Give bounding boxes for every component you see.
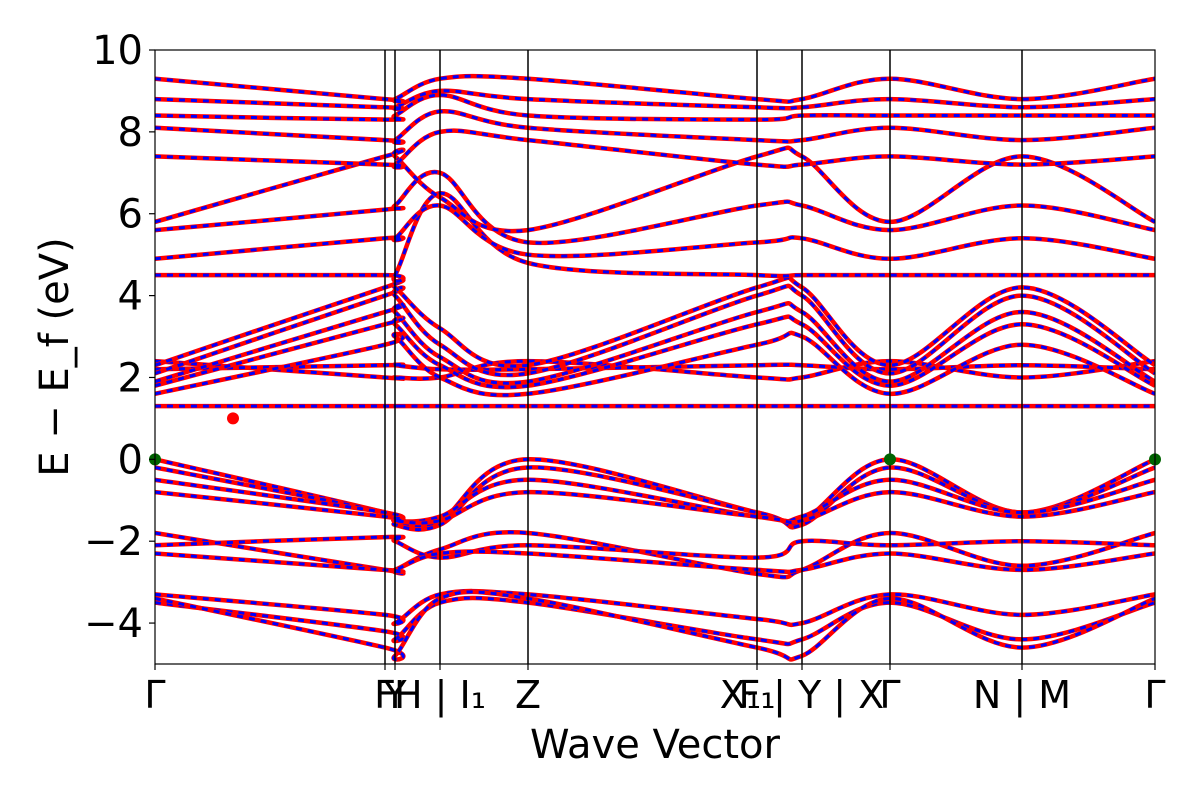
band-line-dashed-20 [155, 170, 1155, 245]
band-line-dashed-14 [155, 284, 1155, 377]
y-tick-label-3: 2 [118, 355, 143, 401]
y-axis-label: E − E_f (eV) [32, 237, 78, 476]
x-tick-label-3: H | I₁ [394, 673, 486, 718]
x-tick-label-9: Γ [1144, 673, 1165, 717]
y-tick-label-7: 10 [92, 28, 143, 74]
band-line-dashed-4 [155, 490, 1155, 525]
band-line-dashed-12 [155, 363, 1155, 372]
y-tick-label-0: −4 [84, 601, 143, 647]
y-tick-label-6: 8 [118, 110, 143, 156]
x-tick-label-0: Γ [144, 673, 165, 717]
band-line-3 [155, 477, 1155, 524]
y-tick-label-5: 6 [118, 192, 143, 238]
x-tick-label-6: X₁ | Y | X [720, 673, 884, 718]
y-axis-ticks: −4 −2 0 2 4 6 8 10 [84, 28, 155, 647]
band-line-dashed-6 [155, 535, 1155, 560]
band-line-dashed-8 [155, 589, 1155, 627]
band-line-dashed-26 [155, 74, 1155, 104]
band-line-dashed-9 [155, 596, 1155, 646]
band-line-9 [155, 595, 1155, 647]
x-axis-label: Wave Vector [530, 722, 781, 768]
plot-frame [154, 49, 1156, 665]
band-line-dashed-17 [155, 315, 1155, 389]
band-line-dashed-11 [155, 359, 1155, 382]
band-lines [155, 73, 1155, 662]
y-tick-label-2: 0 [118, 437, 143, 483]
band-edge-marker-3 [227, 412, 239, 425]
x-tick-label-1: F [374, 673, 396, 717]
x-tick-label-8: N | M [973, 673, 1071, 718]
band-line-dashed-24 [155, 93, 1155, 122]
band-line-19 [155, 203, 1155, 262]
y-tick-label-1: −2 [84, 519, 143, 565]
x-tick-label-4: Z [515, 673, 541, 717]
band-line-dashed-23 [155, 109, 1155, 145]
band-edge-marker-1 [884, 453, 896, 466]
band-line-26 [155, 73, 1155, 104]
x-tick-label-2: Y [382, 673, 407, 717]
band-line-20 [155, 169, 1155, 246]
x-tick-label-7: Γ [879, 673, 900, 717]
band-line-dashed-7 [155, 549, 1155, 574]
band-line-dashed-19 [155, 203, 1155, 261]
band-line-dashed-16 [155, 331, 1155, 397]
band-line-10 [155, 589, 1155, 662]
band-line-dashed-22 [155, 129, 1155, 169]
band-line-dashed-18 [155, 191, 1155, 283]
y-tick-label-4: 4 [118, 274, 143, 320]
band-line-dashed-25 [155, 89, 1155, 111]
band-edge-markers [149, 412, 1161, 466]
high-symmetry-lines [384, 50, 1023, 664]
band-line-dashed-21 [155, 146, 1155, 233]
x-tick-label-5: F₁ [738, 673, 775, 717]
